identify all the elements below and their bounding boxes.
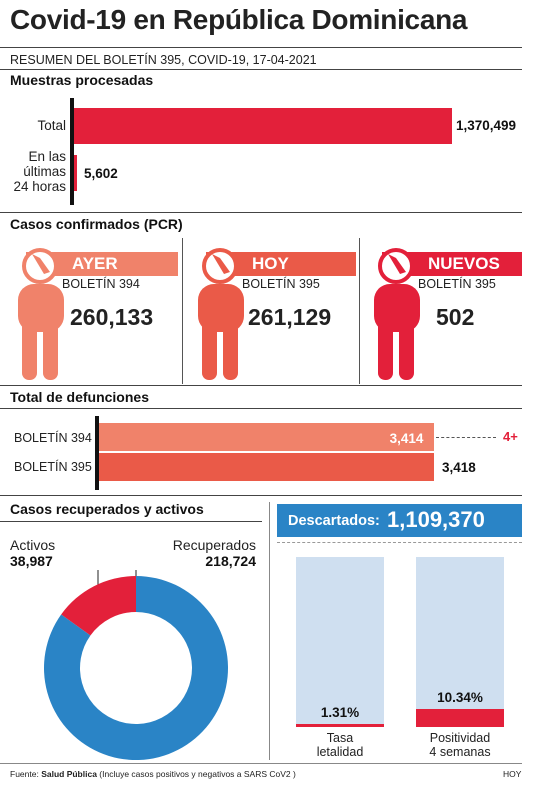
defunciones-label-394: BOLETÍN 394: [14, 431, 92, 445]
section-divider: [0, 521, 262, 522]
card-ayer-value: 260,133: [70, 304, 154, 330]
muestras-ultimas-bar: [74, 155, 77, 191]
donut-slice-recuperados: [44, 576, 228, 760]
footer-source-name: Salud Pública: [41, 769, 97, 779]
person-icon: [18, 248, 64, 380]
card-separator: [359, 238, 360, 384]
footer-credit: HOY: [503, 769, 522, 779]
section-title-casos: Casos confirmados (PCR): [10, 216, 183, 232]
section-divider: [0, 385, 522, 386]
defunciones-bar-395: [99, 453, 434, 481]
positividad-fill: [416, 709, 504, 727]
defunciones-difference: 4+: [503, 429, 518, 444]
muestras-axis: [70, 98, 74, 205]
page-subtitle: RESUMEN DEL BOLETÍN 395, COVID-19, 17-04…: [10, 53, 317, 67]
positividad-label: Positividad 4 semanas: [416, 731, 504, 759]
muestras-ultimas-label-line: En las: [28, 149, 66, 164]
card-hoy: HOY BOLETÍN 395 261,129: [190, 244, 358, 384]
title-divider: [0, 47, 522, 48]
descartados-underline: [277, 542, 522, 543]
tasa-letalidad-fill: [296, 724, 384, 727]
subtitle-divider: [0, 69, 522, 70]
donut-slices: [44, 576, 228, 760]
activos-value: 38,987: [10, 553, 53, 569]
section-title-recuperados: Casos recuperados y activos: [10, 501, 204, 517]
card-nuevos-value: 502: [436, 304, 475, 330]
tasa-letalidad-label-line: Tasa: [326, 731, 354, 745]
difference-dash: [435, 437, 496, 438]
recuperados-label: Recuperados: [172, 537, 256, 553]
section-title-defunciones: Total de defunciones: [10, 389, 149, 405]
card-ayer-boletin: BOLETÍN 394: [62, 277, 140, 291]
tasa-letalidad-label: Tasa letalidad: [296, 731, 384, 759]
defunciones-bar-394: [99, 423, 434, 451]
defunciones-value-394: 3,414: [389, 431, 424, 446]
descartados-label: Descartados:: [288, 513, 380, 529]
person-icon: [374, 248, 420, 380]
muestras-ultimas-label-line: 24 horas: [13, 179, 66, 194]
card-separator: [182, 238, 183, 384]
recuperados-value: 218,724: [205, 553, 256, 569]
muestras-ultimas-label-line: últimas: [23, 164, 66, 179]
muestras-total-label: Total: [37, 118, 66, 133]
card-hoy-boletin: BOLETÍN 395: [242, 277, 320, 291]
descartados-value: 1,109,370: [387, 507, 485, 532]
tasa-letalidad-label-line: letalidad: [316, 745, 364, 759]
section-title-muestras: Muestras procesadas: [10, 72, 154, 88]
defunciones-axis: [95, 416, 99, 490]
column-separator: [269, 502, 270, 760]
muestras-total-value: 1,370,499: [456, 118, 517, 133]
positividad-label-line: Positividad: [429, 731, 491, 745]
activos-label: Activos: [10, 537, 56, 553]
person-icon: [198, 248, 244, 380]
muestras-total-bar: [74, 108, 452, 144]
positividad-track: [416, 557, 504, 727]
positividad-label-line: 4 semanas: [429, 745, 491, 759]
positividad-value: 10.34%: [437, 690, 483, 706]
page-title: Covid-19 en República Dominicana: [10, 4, 468, 35]
card-nuevos: NUEVOS BOLETÍN 395 502: [366, 244, 524, 384]
section-divider: [0, 495, 522, 496]
card-ayer: AYER BOLETÍN 394 260,133: [10, 244, 180, 384]
defunciones-value-395: 3,418: [442, 460, 476, 475]
defunciones-label-395: BOLETÍN 395: [14, 460, 92, 474]
donut-chart: [44, 570, 228, 760]
descartados-banner: Descartados: 1,109,370: [277, 504, 522, 537]
footer-divider: [0, 763, 522, 764]
tasa-letalidad-track: [296, 557, 384, 727]
card-nuevos-boletin: BOLETÍN 395: [418, 277, 496, 291]
tasa-letalidad-value: 1.31%: [320, 705, 360, 720]
section-divider: [0, 212, 522, 213]
donut-slice-activos: [61, 576, 136, 636]
muestras-ultimas-value: 5,602: [84, 166, 118, 181]
card-hoy-value: 261,129: [248, 304, 332, 330]
footer-source-note: (Incluye casos positivos y negativos a S…: [96, 769, 296, 779]
section-divider: [0, 408, 522, 409]
muestras-ultimas-label: En las últimas 24 horas: [2, 149, 66, 194]
footer-source-prefix: Fuente:: [10, 769, 42, 779]
footer-source: Fuente: Salud Pública (Incluye casos pos…: [10, 769, 296, 779]
